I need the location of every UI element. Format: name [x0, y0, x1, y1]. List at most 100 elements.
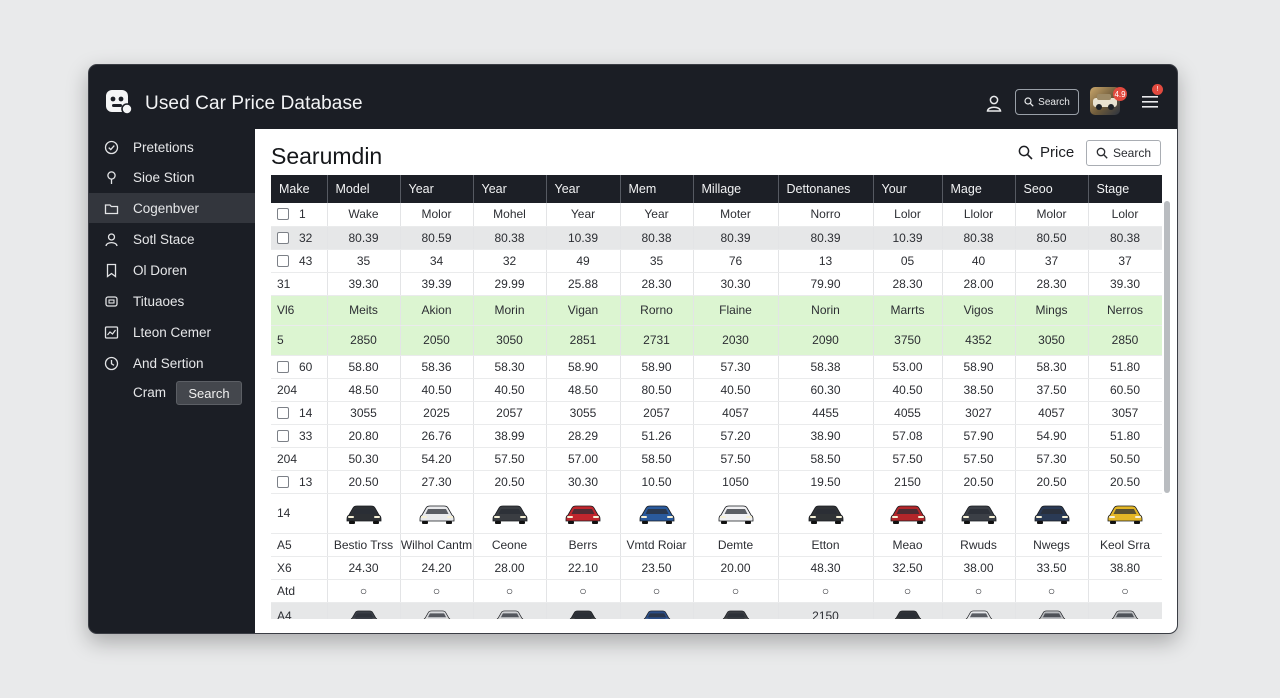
column-header[interactable]: Dettonanes: [778, 175, 874, 203]
radio-option[interactable]: ○: [400, 579, 474, 603]
car-image-cell[interactable]: [327, 602, 401, 619]
car-image-cell[interactable]: [620, 493, 694, 534]
row-checkbox[interactable]: [277, 360, 289, 373]
car-image-cell[interactable]: [546, 602, 621, 619]
radio-option[interactable]: ○: [473, 579, 547, 603]
car-image-cell[interactable]: [1015, 602, 1089, 619]
column-header[interactable]: Stage: [1088, 175, 1162, 203]
cell-text: 2851: [569, 333, 597, 347]
radio-option[interactable]: ○: [873, 579, 943, 603]
sidebar-search-button[interactable]: Search: [176, 381, 242, 405]
radio-option[interactable]: ○: [693, 579, 779, 603]
column-header[interactable]: Seoo: [1015, 175, 1089, 203]
row-checkbox[interactable]: [277, 406, 289, 419]
sidebar-item-lteon-cemer[interactable]: Lteon Cemer: [89, 317, 255, 347]
sidebar-item-cogenbver[interactable]: Cogenbver: [89, 193, 255, 223]
cell-text: 30.30: [567, 474, 599, 489]
radio-option[interactable]: ○: [1088, 579, 1162, 603]
table-row[interactable]: 32 80.39 80.59 80.38 10.39 80.38 80.39 80.39 10.…: [271, 226, 1162, 250]
table-cell: 28.30: [620, 272, 694, 296]
radio-option[interactable]: ○: [942, 579, 1016, 603]
column-header[interactable]: Mage: [942, 175, 1016, 203]
top-search-button[interactable]: Search: [1015, 89, 1079, 115]
avatar[interactable]: [1090, 87, 1120, 115]
table-cell: 58.80: [327, 355, 401, 379]
car-image-cell[interactable]: [620, 602, 694, 619]
column-header[interactable]: Year: [473, 175, 547, 203]
table-row[interactable]: 43 35 34 32 49 35 76 13 05 40 37 37: [271, 249, 1162, 273]
table-cell: 20.50: [473, 470, 547, 494]
sidebar-item-and-sertion[interactable]: And Sertion: [89, 348, 255, 378]
row-id-cell: 13: [271, 470, 328, 494]
column-header[interactable]: Year: [546, 175, 621, 203]
car-image-cell[interactable]: [873, 493, 943, 534]
car-image-cell[interactable]: [1015, 493, 1089, 534]
hamburger-menu-icon[interactable]: [1142, 95, 1158, 109]
row-checkbox[interactable]: [277, 254, 289, 267]
row-checkbox[interactable]: [277, 208, 289, 221]
user-icon[interactable]: [985, 94, 1003, 112]
car-image-cell[interactable]: [693, 602, 779, 619]
row-checkbox[interactable]: [277, 475, 289, 488]
car-image-cell[interactable]: [327, 493, 401, 534]
radio-option[interactable]: ○: [1015, 579, 1089, 603]
sidebar-item-ol-doren[interactable]: Ol Doren: [89, 255, 255, 285]
car-image-cell[interactable]: [873, 602, 943, 619]
column-header[interactable]: Year: [400, 175, 474, 203]
car-image-cell[interactable]: [693, 493, 779, 534]
cell-text: 2050: [423, 333, 450, 347]
table-row[interactable]: Vl6 Meits Akion Morin Vigan Rorno Flaine Norin M…: [271, 295, 1162, 326]
table-cell: 2150: [778, 602, 874, 619]
car-name-cell: Demte: [693, 533, 779, 557]
table-row[interactable]: A4 2150: [271, 602, 1162, 619]
column-header[interactable]: Your: [873, 175, 943, 203]
sidebar-item-sioe-stion[interactable]: Sioe Stion: [89, 162, 255, 192]
row-checkbox[interactable]: [277, 231, 289, 244]
table-row[interactable]: 31 39.30 39.39 29.99 25.88 28.30 30.30 79.90 28.…: [271, 272, 1162, 296]
table-cell: Year: [546, 203, 621, 227]
table-row[interactable]: X6 24.30 24.20 28.00 22.10 23.50 20.00 48.30 32.…: [271, 556, 1162, 580]
car-image-cell[interactable]: [942, 493, 1016, 534]
car-image-cell[interactable]: [1088, 602, 1162, 619]
table-row[interactable]: 204 48.50 40.50 40.50 48.50 80.50 40.50 60.30 40…: [271, 378, 1162, 402]
radio-option[interactable]: ○: [327, 579, 401, 603]
cell-text: 39.39: [421, 276, 452, 291]
car-image-cell[interactable]: [778, 493, 874, 534]
sidebar-item-sotl-stace[interactable]: Sotl Stace: [89, 224, 255, 254]
table-row[interactable]: Atd ○ ○ ○ ○ ○ ○ ○ ○ ○ ○ ○: [271, 579, 1162, 603]
radio-option[interactable]: ○: [620, 579, 694, 603]
column-header[interactable]: Model: [327, 175, 401, 203]
radio-option[interactable]: ○: [546, 579, 621, 603]
cell-text: Mings: [1035, 303, 1068, 317]
table-row[interactable]: 60 58.80 58.36 58.30 58.90 58.90 57.30 58.38 53.…: [271, 355, 1162, 379]
cell-text: 35: [649, 253, 664, 268]
table-row[interactable]: 14: [271, 493, 1162, 534]
table-row[interactable]: 1 Wake Molor Mohel Year Year Moter Norro Lolor Ll…: [271, 203, 1162, 227]
sidebar-item-tituaoes[interactable]: Tituaoes: [89, 286, 255, 316]
search-button[interactable]: Search: [1086, 140, 1161, 166]
car-image-cell[interactable]: [400, 493, 474, 534]
cell-text: 13: [299, 474, 313, 489]
car-image-cell[interactable]: [400, 602, 474, 619]
price-filter[interactable]: Price: [1018, 144, 1074, 161]
car-image-cell[interactable]: [1088, 493, 1162, 534]
table-row[interactable]: A5 Bestio Trss Wilhol Cantm Ceone Berrs Vmtd …: [271, 533, 1162, 557]
table-row[interactable]: 13 20.50 27.30 20.50 30.30 10.50 1050 19.50 2150…: [271, 470, 1162, 494]
column-header[interactable]: Make: [271, 175, 328, 203]
vertical-scrollbar[interactable]: [1164, 201, 1170, 493]
table-row[interactable]: 204 50.30 54.20 57.50 57.00 58.50 57.50 58.50 57…: [271, 447, 1162, 471]
radio-option[interactable]: ○: [778, 579, 874, 603]
car-image-cell[interactable]: [942, 602, 1016, 619]
column-header[interactable]: Millage: [693, 175, 779, 203]
table-cell: 58.50: [620, 447, 694, 471]
table-row[interactable]: 33 20.80 26.76 38.99 28.29 51.26 57.20 38.90 57.…: [271, 424, 1162, 448]
row-checkbox[interactable]: [277, 429, 289, 442]
car-image-cell[interactable]: [473, 602, 547, 619]
table-cell: 40.50: [693, 378, 779, 402]
sidebar-item-pretetions[interactable]: Pretetions: [89, 132, 255, 162]
car-image-cell[interactable]: [546, 493, 621, 534]
table-row[interactable]: 14 3055 2025 2057 3055 2057 4057 4455 4055 3027 40…: [271, 401, 1162, 425]
column-header[interactable]: Mem: [620, 175, 694, 203]
car-image-cell[interactable]: [473, 493, 547, 534]
table-row[interactable]: 5 2850 2050 3050 2851 2731 2030 2090 3750 4352 305…: [271, 325, 1162, 356]
